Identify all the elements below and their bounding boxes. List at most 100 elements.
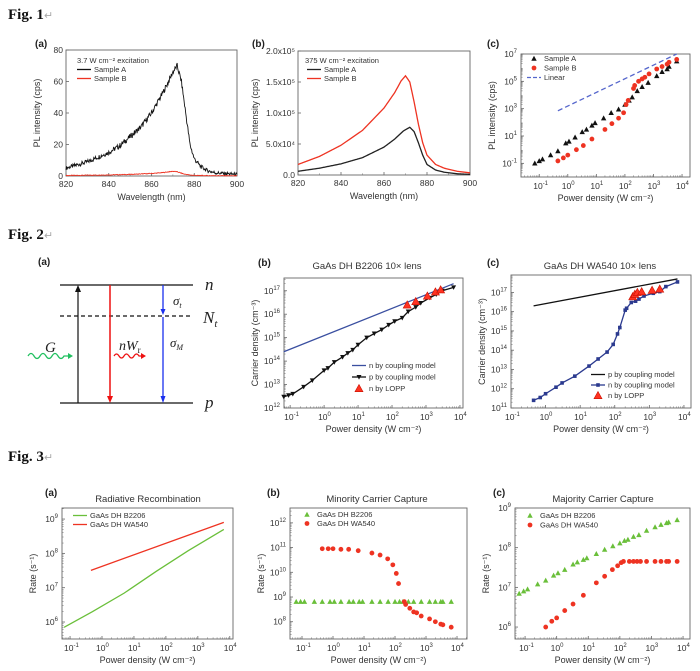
y-tick-label: 60 bbox=[54, 77, 64, 87]
legend-marker bbox=[527, 522, 533, 528]
data-point bbox=[600, 115, 607, 121]
data-point bbox=[554, 385, 558, 390]
y-axis-label: PL intensity (cps) bbox=[250, 79, 260, 148]
data-point bbox=[385, 556, 391, 562]
x-axis-label: Wavelength (nm) bbox=[117, 192, 185, 202]
x-tick-label: 101 bbox=[358, 643, 371, 653]
radiative-arrowhead bbox=[107, 396, 113, 403]
data-point bbox=[674, 57, 680, 62]
data-point bbox=[543, 391, 548, 396]
data-point bbox=[615, 106, 622, 112]
x-tick-label: 103 bbox=[192, 643, 205, 653]
data-point bbox=[583, 126, 590, 132]
data-point bbox=[654, 73, 660, 79]
data-point bbox=[355, 342, 361, 348]
legend-item: GaAs DH B2206 bbox=[73, 511, 145, 520]
panel-label: (b) bbox=[258, 258, 271, 269]
x-tick-label: 102 bbox=[160, 643, 173, 653]
paragraph-mark-icon: ↵ bbox=[44, 9, 53, 22]
data-point bbox=[543, 624, 549, 630]
paragraph-mark-icon: ↵ bbox=[44, 451, 53, 464]
x-tick-label: 100 bbox=[327, 643, 340, 653]
data-point bbox=[565, 152, 571, 158]
legend-label: GaAs DH B2206 bbox=[90, 511, 145, 520]
y-axis-label: Rate (s⁻¹) bbox=[256, 554, 266, 594]
plot-frame bbox=[514, 507, 691, 640]
x-axis-label: Power density (W cm⁻²) bbox=[331, 655, 427, 665]
data-point bbox=[639, 83, 645, 89]
y-tick-label: 1013 bbox=[264, 380, 281, 390]
data-point bbox=[579, 129, 585, 135]
data-point bbox=[629, 94, 635, 100]
data-point bbox=[411, 296, 421, 305]
data-point bbox=[377, 598, 383, 604]
series-line bbox=[65, 62, 238, 177]
data-point bbox=[633, 299, 638, 303]
y-tick-label: 1.0x10⁵ bbox=[266, 108, 295, 118]
legend-label: Sample A bbox=[324, 65, 356, 74]
data-point bbox=[350, 598, 356, 604]
data-point bbox=[636, 78, 641, 84]
data-point bbox=[555, 158, 561, 164]
legend-item: Sample B bbox=[531, 64, 577, 73]
data-point bbox=[605, 350, 609, 354]
energy-level-diagram: (a) n Nt p G nWr σt σM bbox=[27, 257, 218, 412]
data-point bbox=[659, 68, 665, 74]
y-tick-label: 108 bbox=[498, 543, 511, 553]
legend-label: n by LOPP bbox=[608, 391, 644, 400]
x-tick-label: 102 bbox=[389, 643, 402, 653]
y-tick-label: 1012 bbox=[491, 384, 508, 394]
data-point bbox=[658, 559, 664, 564]
chart-annotation: 375 W cm⁻² excitation bbox=[305, 56, 379, 65]
legend-label: GaAs DH B2206 bbox=[317, 510, 372, 519]
x-tick-label: 103 bbox=[420, 643, 433, 653]
legend-marker bbox=[304, 511, 310, 517]
data-point bbox=[665, 519, 672, 525]
legend-label: GaAs DH B2206 bbox=[540, 511, 595, 520]
paragraph-mark-icon: ↵ bbox=[44, 229, 53, 242]
data-point bbox=[621, 559, 626, 564]
y-tick-label: 0.0 bbox=[283, 170, 295, 180]
data-point bbox=[338, 598, 344, 604]
data-point bbox=[643, 527, 650, 533]
data-point bbox=[532, 160, 538, 166]
legend-item: GaAs DH WA540 bbox=[304, 519, 375, 528]
x-tick-label: 100 bbox=[562, 181, 575, 191]
data-point bbox=[451, 285, 457, 290]
series-sample-a bbox=[532, 58, 680, 166]
data-point bbox=[414, 610, 420, 616]
data-point bbox=[405, 309, 411, 315]
x-tick-label: 102 bbox=[609, 412, 622, 422]
legend-label: n by coupling model bbox=[608, 381, 675, 390]
y-tick-label: 1012 bbox=[270, 518, 287, 528]
legend-item: Linear bbox=[527, 73, 565, 82]
data-point bbox=[570, 601, 576, 607]
data-point bbox=[418, 613, 424, 619]
data-point bbox=[338, 546, 344, 552]
x-tick-label: 100 bbox=[551, 643, 564, 653]
x-tick-label: 101 bbox=[574, 412, 587, 422]
x-axis-label: Power density (W cm⁻²) bbox=[558, 193, 654, 203]
x-axis-label: Power density (W cm⁻²) bbox=[555, 655, 651, 665]
data-point bbox=[390, 562, 396, 568]
data-point bbox=[666, 59, 672, 65]
plot-frame bbox=[283, 277, 464, 409]
legend-marker bbox=[531, 55, 537, 61]
data-point bbox=[592, 120, 598, 126]
panel-label: (a) bbox=[35, 39, 47, 50]
data-point bbox=[396, 581, 401, 586]
plot-frame bbox=[297, 50, 471, 176]
chart-1: (a) 3.7 W cm⁻² excitation Wavelength (nm) P… bbox=[32, 39, 244, 202]
legend-marker bbox=[596, 383, 600, 387]
data-point bbox=[536, 158, 542, 164]
chart-8: (c) Majority Carrier Capture Power density… bbox=[481, 488, 691, 665]
y-tick-label: 1013 bbox=[491, 364, 508, 374]
y-tick-label: 40 bbox=[54, 108, 64, 118]
x-tick-label: 820 bbox=[291, 178, 305, 188]
data-point bbox=[386, 322, 392, 328]
data-point bbox=[573, 374, 577, 378]
data-point bbox=[297, 598, 304, 604]
legend-label: Linear bbox=[544, 73, 565, 82]
chart-4: (b) GaAs DH B2206 10× lens Power density (… bbox=[250, 258, 467, 434]
data-point bbox=[562, 608, 568, 613]
